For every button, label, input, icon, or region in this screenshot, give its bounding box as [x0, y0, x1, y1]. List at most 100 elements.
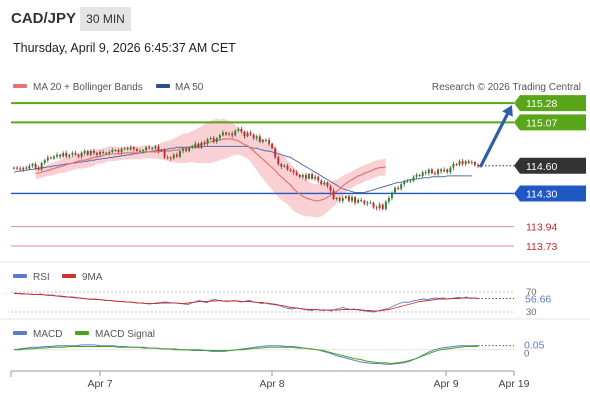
current-price-label: 114.60 — [526, 161, 557, 173]
candle-body — [175, 154, 178, 157]
candle-body — [347, 196, 350, 201]
credit-text: Research © 2026 Trading Central — [432, 82, 581, 93]
candle-body — [449, 167, 452, 173]
candle-body — [301, 175, 304, 177]
candle-body — [326, 182, 329, 187]
candle-body — [102, 151, 105, 153]
level-label-4: 113.73 — [526, 241, 557, 253]
candle-body — [145, 147, 148, 151]
candle-body — [354, 197, 357, 203]
candle-body — [473, 162, 476, 165]
candle-body — [378, 204, 381, 209]
candle-body — [403, 181, 406, 185]
macd-tick-0: 0 — [524, 349, 529, 360]
candle-body — [209, 138, 212, 140]
level-tag-1 — [514, 114, 586, 131]
candle-body — [132, 147, 135, 150]
candle-body — [443, 169, 446, 172]
candle-body — [424, 172, 427, 174]
candle-body — [105, 152, 108, 154]
candle-body — [357, 199, 360, 203]
forecast-arrow-head — [502, 105, 513, 117]
candle-body — [375, 207, 378, 209]
price-panel: 115.28 115.07 114.30 113.94 113.73 114.60 — [11, 95, 586, 253]
candle-body — [351, 197, 353, 201]
candle-body — [111, 150, 114, 152]
candle-body — [99, 151, 101, 155]
level-label-2: 114.30 — [526, 188, 557, 200]
candle-body — [308, 174, 310, 179]
candle-body — [286, 165, 289, 170]
candle-body — [360, 199, 363, 201]
candle-body — [31, 163, 34, 166]
candle-body — [397, 187, 400, 189]
level-tag-0 — [514, 95, 586, 112]
candle-body — [344, 196, 347, 199]
timeframe-button[interactable]: 30 MIN — [80, 7, 131, 31]
candle-body — [200, 142, 203, 148]
candle-body — [169, 157, 172, 159]
candle-body — [185, 149, 188, 152]
candle-body — [341, 198, 344, 201]
candle-body — [240, 128, 243, 132]
candle-body — [412, 176, 415, 181]
candle-body — [384, 201, 387, 210]
candle-body — [363, 200, 366, 204]
candle-body — [255, 136, 258, 139]
candles — [13, 126, 479, 211]
candle-body — [295, 172, 298, 175]
candle-body — [89, 151, 92, 155]
candle-body — [34, 163, 37, 168]
candle-body — [455, 163, 458, 165]
candle-body — [43, 160, 46, 164]
macd-legend-swatch — [13, 331, 27, 335]
candle-body — [400, 184, 403, 189]
candle-body — [117, 150, 120, 152]
candle-body — [335, 198, 338, 200]
macd-signal-legend: MACD Signal — [95, 329, 155, 340]
candle-body — [62, 152, 65, 157]
candle-body — [271, 143, 274, 149]
candle-body — [206, 139, 209, 144]
candle-body — [16, 167, 19, 169]
rsi-ma-legend: 9MA — [82, 272, 103, 283]
candle-body — [394, 187, 396, 193]
candle-body — [215, 138, 218, 142]
candle-body — [52, 156, 55, 159]
candle-body — [19, 168, 22, 170]
candle-body — [277, 157, 280, 164]
candle-body — [166, 157, 169, 159]
candle-body — [391, 192, 393, 199]
candle-body — [203, 142, 206, 144]
ma50-line — [13, 145, 472, 193]
candle-body — [280, 163, 283, 167]
candle-body — [372, 202, 375, 208]
candle-body — [191, 146, 194, 148]
candle-body — [160, 150, 163, 152]
candle-body — [234, 130, 237, 136]
candle-body — [289, 169, 292, 171]
candle-body — [40, 163, 43, 170]
level-label-0: 115.28 — [526, 98, 557, 110]
candle-body — [80, 152, 83, 157]
candle-body — [320, 180, 323, 185]
rsi-legend: RSI — [33, 272, 50, 283]
candle-body — [120, 149, 123, 152]
macd-last-label: 0.05 — [524, 340, 545, 352]
x-tick-label-1: Apr 8 — [259, 378, 284, 390]
candle-body — [135, 149, 138, 152]
candle-body — [148, 147, 151, 149]
candle-body — [418, 175, 421, 176]
candle-body — [197, 143, 200, 148]
forecast-arrow-shaft — [479, 112, 510, 168]
ma20-line — [35, 138, 386, 202]
rsi-last-label: 56.66 — [525, 294, 551, 306]
candle-body — [28, 165, 31, 169]
candle-body — [194, 143, 197, 147]
candle-body — [222, 132, 224, 136]
candle-body — [77, 154, 80, 157]
candle-body — [96, 152, 98, 155]
candle-body — [163, 150, 166, 158]
candle-body — [249, 132, 252, 135]
